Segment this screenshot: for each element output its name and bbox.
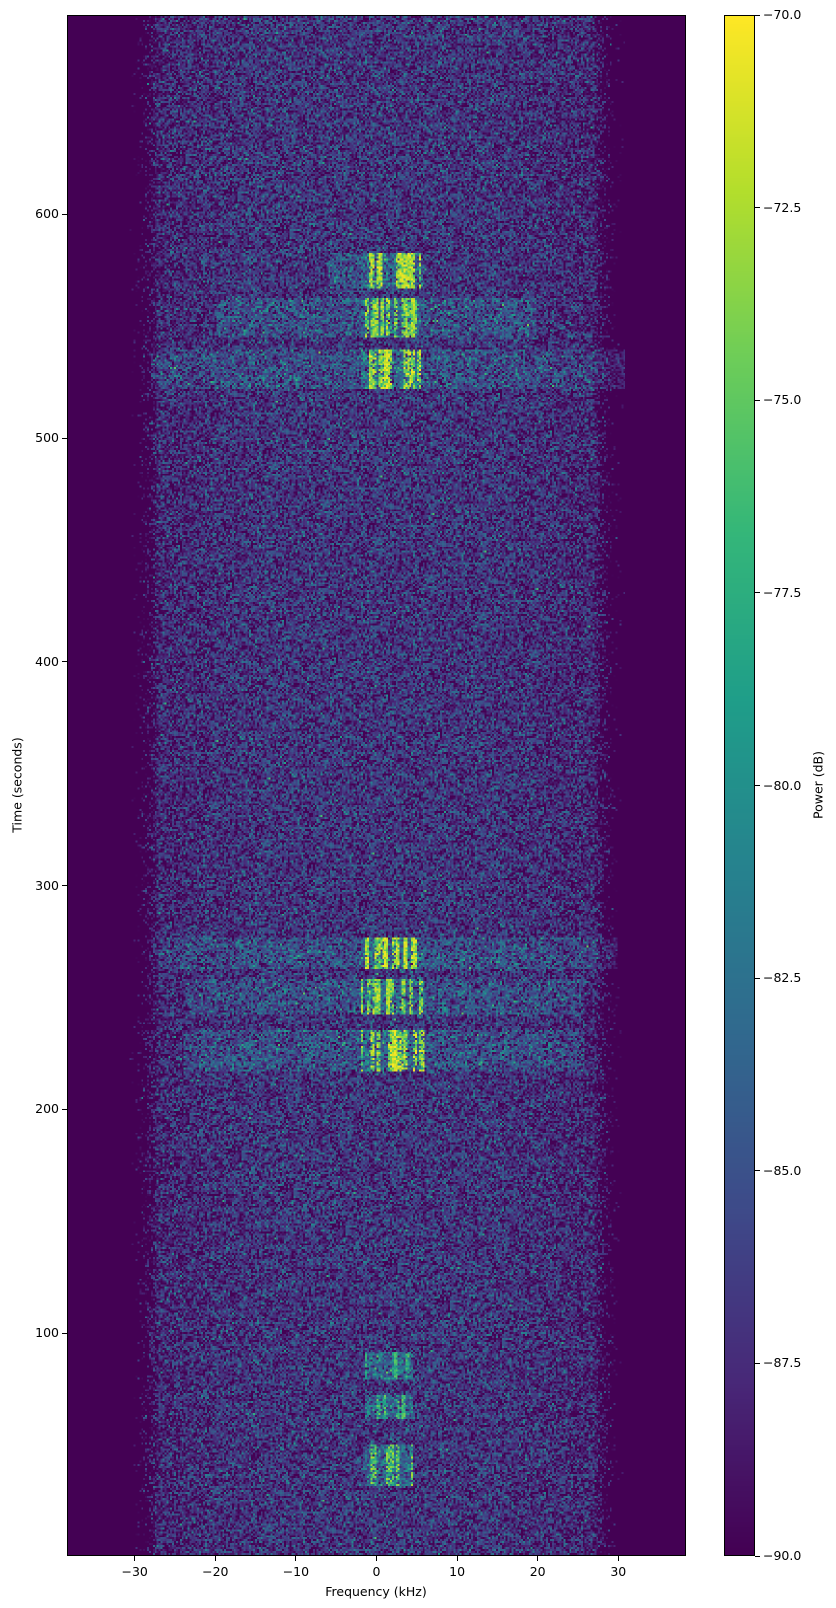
y-tick-label: 600 <box>35 206 59 222</box>
x-tick <box>376 1556 377 1561</box>
y-tick <box>62 885 67 887</box>
colorbar-tick <box>755 1362 760 1364</box>
x-tick <box>134 1556 136 1561</box>
spectrogram-plot-area <box>67 15 686 1556</box>
colorbar-tick-label: −90.0 <box>763 1548 802 1563</box>
y-tick-label: 200 <box>35 1101 59 1117</box>
y-tick <box>62 1332 67 1334</box>
y-tick-label: 300 <box>35 877 59 893</box>
colorbar-tick <box>755 1555 760 1557</box>
colorbar-tick-label: −82.5 <box>763 970 802 986</box>
x-tick <box>617 1556 619 1561</box>
colorbar-gradient <box>725 16 754 1555</box>
y-tick-label: 500 <box>35 430 59 446</box>
x-tick-label: 10 <box>449 1564 466 1579</box>
y-tick-label: 100 <box>35 1325 59 1341</box>
colorbar-tick <box>755 207 760 209</box>
colorbar-tick-label: −75.0 <box>763 392 802 408</box>
x-tick <box>214 1556 216 1561</box>
colorbar-tick <box>755 977 760 979</box>
colorbar-tick <box>755 14 760 16</box>
x-tick-label: 0 <box>372 1564 381 1579</box>
colorbar <box>724 15 755 1556</box>
y-tick <box>62 213 67 215</box>
x-tick-label: 20 <box>529 1564 546 1579</box>
colorbar-tick-label: −85.0 <box>763 1162 802 1178</box>
y-axis-label: Time (seconds) <box>9 737 25 833</box>
spectrogram-heatmap <box>68 16 685 1555</box>
x-tick-label: −30 <box>121 1564 148 1579</box>
x-tick <box>295 1556 297 1561</box>
colorbar-tick-label: −87.5 <box>763 1355 802 1371</box>
x-tick <box>537 1556 539 1561</box>
colorbar-tick-label: −72.5 <box>763 199 802 215</box>
colorbar-label: Power (dB) <box>810 750 826 820</box>
x-axis-label: Frequency (kHz) <box>325 1584 427 1599</box>
colorbar-tick <box>755 785 760 786</box>
colorbar-tick <box>755 592 760 594</box>
colorbar-tick-label: −70.0 <box>763 7 802 22</box>
colorbar-tick <box>755 1170 760 1172</box>
y-tick <box>62 661 67 663</box>
y-tick <box>62 1108 67 1110</box>
colorbar-tick-label: −77.5 <box>763 584 802 600</box>
y-tick-label: 400 <box>35 653 59 669</box>
x-tick-label: −20 <box>202 1564 229 1579</box>
colorbar-tick <box>755 399 760 401</box>
y-tick <box>62 437 67 439</box>
x-tick-label: −10 <box>282 1564 310 1579</box>
x-tick <box>456 1556 458 1561</box>
colorbar-tick-label: −80.0 <box>763 777 802 793</box>
x-tick-label: 30 <box>610 1564 627 1579</box>
